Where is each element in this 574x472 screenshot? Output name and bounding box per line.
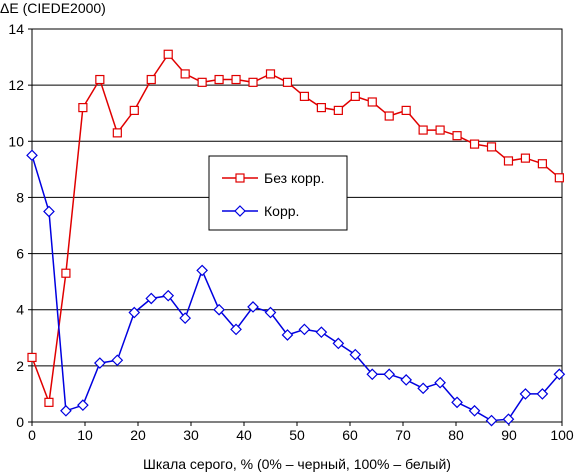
data-point bbox=[315, 326, 328, 339]
data-point bbox=[180, 69, 190, 79]
x-tick-label: 80 bbox=[448, 427, 464, 443]
x-tick-label: 70 bbox=[395, 427, 411, 443]
x-tick-label: 20 bbox=[130, 427, 146, 443]
data-point bbox=[486, 142, 497, 152]
data-point bbox=[179, 312, 192, 324]
data-point bbox=[400, 374, 413, 386]
legend-marker-series-1 bbox=[235, 173, 245, 183]
x-tick-label: 90 bbox=[501, 427, 517, 443]
data-point bbox=[128, 306, 141, 319]
data-point bbox=[60, 404, 72, 417]
data-point bbox=[197, 77, 207, 87]
data-point bbox=[93, 357, 106, 369]
data-point bbox=[366, 368, 379, 381]
data-point bbox=[264, 306, 277, 319]
data-point bbox=[519, 388, 532, 400]
series-1 bbox=[27, 49, 564, 407]
data-point bbox=[418, 125, 428, 135]
data-point bbox=[333, 105, 343, 116]
data-point bbox=[248, 77, 258, 87]
data-point bbox=[163, 49, 173, 59]
data-point bbox=[61, 268, 71, 278]
legend: Без корр. Корр. bbox=[208, 155, 348, 231]
x-tick-label: 100 bbox=[550, 427, 574, 443]
data-point bbox=[298, 323, 311, 336]
x-tick-label: 40 bbox=[236, 427, 252, 443]
data-point bbox=[230, 323, 242, 336]
data-point bbox=[112, 128, 122, 138]
data-point bbox=[26, 149, 38, 162]
x-axis-title: Шкала серого, % (0% – черный, 100% – бел… bbox=[143, 456, 451, 472]
data-point bbox=[401, 105, 411, 116]
y-tick-label: 12 bbox=[8, 77, 24, 93]
data-point bbox=[95, 74, 105, 85]
data-point bbox=[537, 159, 547, 169]
data-point bbox=[299, 91, 310, 101]
data-point bbox=[214, 74, 224, 85]
data-point bbox=[231, 74, 241, 85]
data-point bbox=[78, 102, 88, 113]
data-point bbox=[265, 69, 276, 79]
data-point bbox=[553, 368, 566, 381]
y-tick-label: 6 bbox=[16, 246, 24, 262]
data-point bbox=[281, 329, 294, 341]
data-point bbox=[452, 131, 462, 141]
x-tick-label: 60 bbox=[342, 427, 358, 443]
data-point bbox=[129, 105, 139, 116]
data-point bbox=[383, 368, 396, 381]
axis-ticks: 0 2 4 6 8 10 12 14 0 10 20 30 40 50 60 70 80 90 100 bbox=[8, 21, 573, 443]
x-tick-label: 10 bbox=[77, 427, 93, 443]
data-point bbox=[332, 337, 345, 350]
data-point bbox=[469, 139, 480, 149]
data-point bbox=[247, 301, 259, 313]
x-tick-label: 0 bbox=[28, 427, 36, 443]
data-point bbox=[468, 404, 481, 417]
y-tick-label: 10 bbox=[8, 133, 24, 149]
data-point bbox=[162, 289, 175, 302]
x-tick-label: 50 bbox=[289, 427, 305, 443]
data-point bbox=[111, 354, 124, 367]
data-point bbox=[349, 348, 362, 361]
data-point bbox=[451, 396, 463, 409]
data-point bbox=[196, 264, 208, 277]
y-tick-label: 2 bbox=[16, 358, 24, 374]
data-point bbox=[485, 414, 498, 427]
data-point bbox=[213, 303, 225, 316]
series-2 bbox=[26, 149, 566, 427]
data-point bbox=[282, 77, 293, 87]
data-point bbox=[554, 173, 564, 183]
y-tick-label: 8 bbox=[16, 189, 24, 205]
data-point bbox=[417, 382, 429, 395]
legend-label-series-1: Без корр. bbox=[264, 170, 325, 186]
data-point bbox=[503, 156, 514, 166]
data-point bbox=[520, 153, 531, 163]
legend-marker-series-2 bbox=[234, 205, 246, 217]
data-point bbox=[502, 413, 515, 426]
data-point bbox=[145, 292, 158, 305]
x-tick-label: 30 bbox=[183, 427, 199, 443]
y-tick-label: 0 bbox=[16, 414, 24, 430]
data-point bbox=[146, 74, 156, 85]
legend-box bbox=[208, 155, 348, 231]
data-point bbox=[27, 352, 37, 363]
legend-label-series-2: Корр. bbox=[264, 203, 299, 219]
data-point bbox=[435, 125, 445, 135]
data-point bbox=[384, 111, 394, 121]
data-point bbox=[536, 388, 549, 400]
data-point bbox=[350, 91, 360, 101]
data-point bbox=[77, 399, 89, 412]
data-point bbox=[434, 376, 446, 389]
data-point bbox=[367, 97, 377, 107]
data-point bbox=[316, 102, 326, 113]
y-tick-label: 14 bbox=[8, 21, 24, 37]
data-point bbox=[43, 205, 55, 218]
data-point bbox=[44, 397, 54, 407]
y-tick-label: 4 bbox=[16, 302, 24, 318]
y-axis-title: ΔE (CIEDE2000) bbox=[0, 0, 106, 16]
series-layer bbox=[26, 49, 566, 427]
